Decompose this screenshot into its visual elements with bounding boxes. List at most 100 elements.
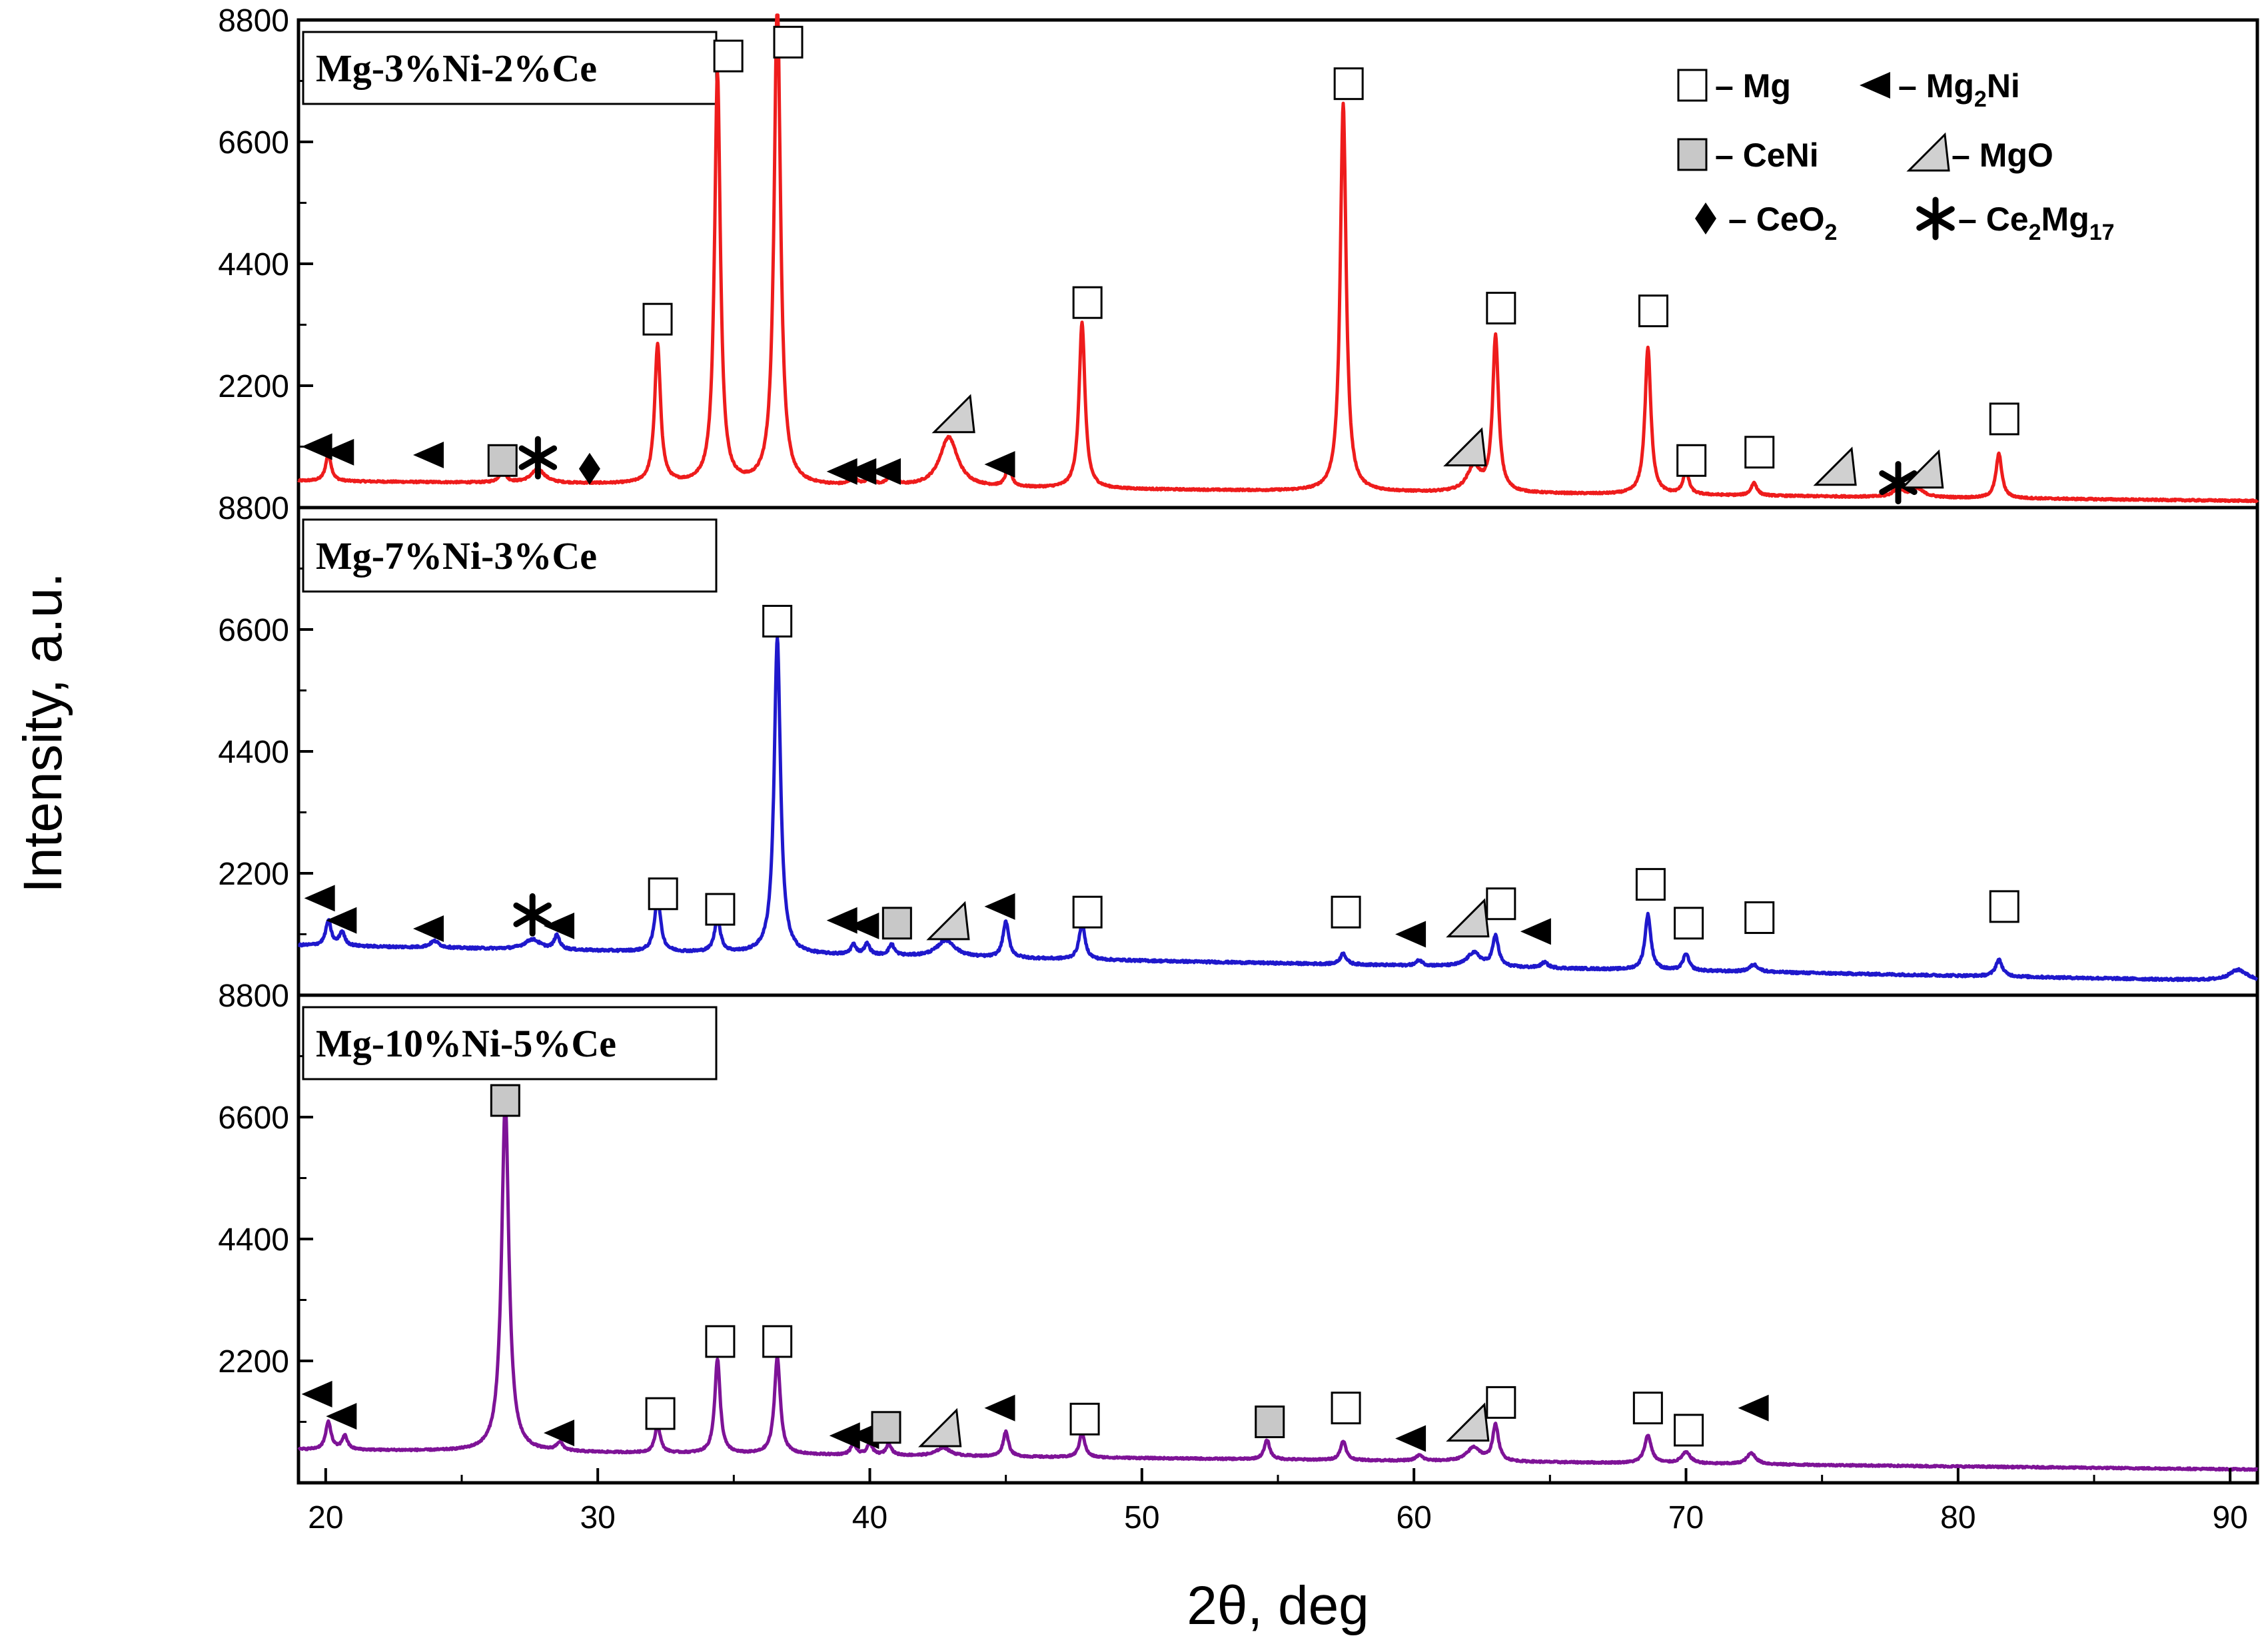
y-axis-title: Intensity, a.u. — [13, 572, 73, 893]
phase-marker-open-square — [645, 1397, 676, 1430]
phase-marker-grey-triangle — [1813, 446, 1857, 486]
phase-marker-left-triangle — [1395, 921, 1426, 948]
phase-marker-open-square — [705, 893, 736, 926]
legend-label: – CeO2 — [1728, 201, 1837, 245]
phase-marker-left-triangle — [544, 913, 574, 940]
phase-marker-open-square — [1638, 294, 1668, 328]
legend-marker-left-triangle — [1860, 72, 1890, 99]
x-tick-label: 40 — [852, 1500, 887, 1535]
legend-marker-grey-triangle — [1906, 132, 1950, 172]
panel-2: 8800 6600 4400 2200 Mg-7%Ni-3%Ce — [218, 491, 2259, 997]
phase-marker-grey-square — [1255, 1406, 1285, 1438]
phase-marker-left-triangle — [846, 458, 877, 485]
legend-label: – Mg2Ni — [1898, 67, 2020, 112]
legend-marker-grey-square — [1677, 138, 1708, 171]
phase-marker-open-square — [1744, 436, 1775, 469]
phase-marker-open-square — [1989, 402, 2019, 436]
svg-text:Mg-7%Ni-3%Ce: Mg-7%Ni-3%Ce — [316, 534, 597, 578]
phase-marker-open-square — [1676, 444, 1707, 477]
y-tick-label: 4400 — [218, 735, 289, 770]
x-tick-label: 90 — [2212, 1500, 2247, 1535]
phase-marker-open-square — [773, 25, 804, 59]
legend-item: – CeO2 — [1695, 201, 1837, 245]
phase-marker-open-square — [1632, 1392, 1663, 1425]
x-axis-title: 2θ, deg — [1187, 1575, 1369, 1636]
svg-text:Mg-3%Ni-2%Ce: Mg-3%Ni-2%Ce — [316, 47, 597, 90]
phase-marker-asterisk — [513, 893, 552, 937]
phase-marker-left-triangle — [544, 1420, 574, 1447]
phase-marker-left-triangle — [326, 907, 357, 934]
y-tick-label: 2200 — [218, 369, 289, 404]
phase-marker-grey-square — [871, 1411, 901, 1444]
y-tick-label: 4400 — [218, 1222, 289, 1258]
sample-label: Mg-3%Ni-2%Ce — [302, 31, 718, 105]
phase-marker-open-square — [1989, 890, 2019, 923]
legend-label: – CeNi — [1715, 137, 1819, 174]
phase-marker-grey-triangle — [931, 394, 975, 434]
series-line — [297, 1101, 2259, 1472]
phase-marker-open-square — [1331, 895, 1361, 929]
phase-marker-grey-triangle — [926, 901, 970, 941]
phase-marker-left-triangle — [984, 1394, 1015, 1422]
legend-item: – Mg — [1677, 67, 1791, 105]
phase-marker-left-triangle — [1520, 918, 1551, 945]
phase-marker-left-triangle — [829, 1422, 860, 1449]
panel-1: 8800 6600 4400 2200 Mg-3%Ni-2%Ce — [218, 3, 2259, 510]
phase-marker-open-square — [1486, 887, 1516, 921]
y-tick-label: 8800 — [218, 491, 289, 526]
phase-marker-left-triangle — [848, 913, 879, 940]
y-tick-label: 8800 — [218, 979, 289, 1014]
phase-marker-grey-square — [487, 444, 518, 477]
phase-marker-grey-triangle — [1443, 427, 1487, 467]
x-tick-label: 60 — [1396, 1500, 1431, 1535]
phase-marker-open-square — [1072, 286, 1103, 319]
x-tick-label: 30 — [580, 1500, 615, 1535]
phase-marker-open-square — [1486, 1386, 1516, 1419]
y-tick-label: 2200 — [218, 857, 289, 892]
phase-marker-left-triangle — [304, 885, 335, 912]
phase-marker-open-square — [1635, 868, 1666, 901]
phase-marker-open-square — [1072, 895, 1103, 929]
phase-marker-open-square — [1486, 292, 1516, 325]
series-line — [297, 635, 2259, 983]
phase-marker-open-square — [1744, 901, 1775, 935]
phase-marker-asterisk — [518, 436, 558, 480]
sample-label: Mg-10%Ni-5%Ce — [302, 1006, 718, 1080]
x-tick-label: 80 — [1940, 1500, 1976, 1535]
phase-marker-open-square — [1674, 1414, 1704, 1447]
phase-marker-left-triangle — [826, 458, 857, 485]
phase-marker-open-square — [713, 39, 744, 73]
phase-marker-open-square — [1331, 1392, 1361, 1425]
x-tick-label: 50 — [1124, 1500, 1159, 1535]
phase-marker-open-square — [762, 1325, 793, 1358]
phase-marker-grey-triangle — [918, 1408, 962, 1447]
legend-item: – Ce2Mg17 — [1916, 197, 2115, 245]
phase-marker-open-square — [1069, 1402, 1100, 1436]
series-line — [297, 13, 2259, 504]
phase-marker-grey-triangle — [1446, 1402, 1490, 1442]
y-tick-label: 6600 — [218, 125, 289, 161]
sample-label: Mg-7%Ni-3%Ce — [302, 518, 718, 593]
legend: – Mg – Mg2Ni – CeNi – MgO – CeO2 – Ce2Mg17 — [1677, 67, 2115, 245]
legend-label: – MgO — [1952, 137, 2053, 174]
x-axis: 20 30 40 50 60 70 80 90 — [308, 1468, 2248, 1535]
phase-marker-left-triangle — [301, 1380, 332, 1408]
legend-item: – Mg2Ni — [1860, 67, 2020, 112]
y-tick-label: 4400 — [218, 247, 289, 282]
phase-marker-left-triangle — [413, 915, 444, 943]
y-tick-label: 8800 — [218, 3, 289, 39]
phase-marker-left-triangle — [984, 893, 1015, 920]
phase-marker-grey-square — [881, 907, 912, 940]
svg-text:Mg-10%Ni-5%Ce: Mg-10%Ni-5%Ce — [316, 1022, 616, 1065]
phase-marker-open-square — [705, 1325, 736, 1358]
phase-marker-open-square — [1674, 907, 1704, 940]
y-tick-label: 6600 — [218, 613, 289, 648]
panels: 8800 6600 4400 2200 Mg-3%Ni-2%Ce 8800 6600 4400… — [218, 3, 2259, 1485]
phase-marker-open-square — [762, 605, 793, 638]
legend-item: – MgO — [1906, 132, 2053, 174]
legend-item: – CeNi — [1677, 137, 1819, 174]
y-tick-label: 6600 — [218, 1100, 289, 1136]
phase-marker-left-triangle — [1395, 1425, 1426, 1452]
x-tick-label: 20 — [308, 1500, 343, 1535]
